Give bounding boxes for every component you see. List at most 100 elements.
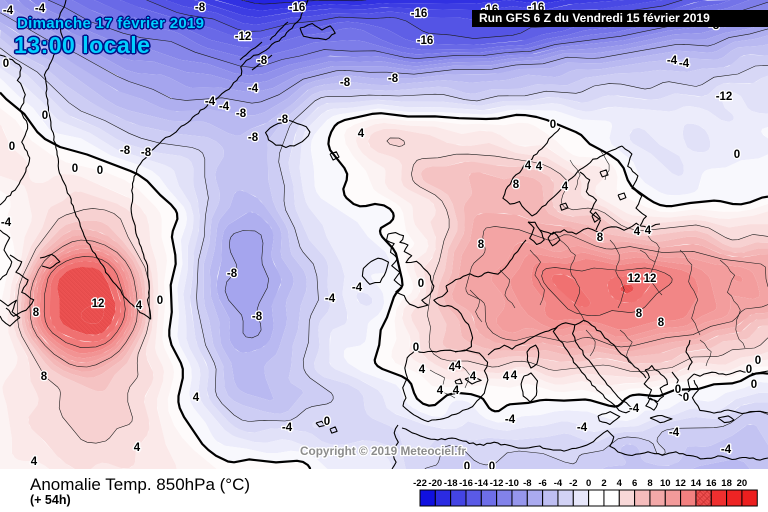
svg-text:8: 8 [41,371,48,383]
svg-text:-4: -4 [669,427,680,439]
svg-text:8: 8 [647,478,652,489]
svg-text:8: 8 [636,308,643,320]
svg-text:-14: -14 [474,478,488,489]
svg-text:12: 12 [675,478,686,489]
svg-text:-4: -4 [205,96,216,108]
svg-text:-4: -4 [505,414,516,426]
svg-text:0: 0 [751,379,757,391]
svg-text:0: 0 [3,58,9,70]
svg-text:10: 10 [660,478,671,489]
svg-text:8: 8 [658,317,665,329]
svg-text:0: 0 [324,416,330,428]
svg-text:0: 0 [9,141,15,153]
svg-text:-8: -8 [388,73,399,85]
svg-text:-8: -8 [227,268,238,280]
svg-text:-8: -8 [278,114,289,126]
svg-text:12: 12 [644,273,657,285]
svg-text:0: 0 [746,364,752,376]
svg-text:-8: -8 [195,2,206,14]
svg-text:Copyright © 2019 Meteociel.fr: Copyright © 2019 Meteociel.fr [300,444,466,458]
svg-text:4: 4 [470,371,477,383]
svg-text:4: 4 [419,364,426,376]
svg-text:0: 0 [157,295,163,307]
svg-text:4: 4 [136,300,143,312]
svg-text:0: 0 [734,149,740,161]
svg-text:-4: -4 [325,293,336,305]
svg-text:-16: -16 [411,8,428,20]
svg-text:0: 0 [675,384,681,396]
svg-text:4: 4 [536,161,543,173]
svg-text:-16: -16 [417,35,434,47]
svg-text:-16: -16 [289,2,306,14]
svg-text:4: 4 [562,181,569,193]
svg-text:-16: -16 [459,478,473,489]
svg-text:-8: -8 [523,478,531,489]
svg-text:4: 4 [617,478,623,489]
svg-text:-4: -4 [721,444,732,456]
svg-text:12: 12 [92,298,105,310]
svg-text:-4: -4 [679,58,690,70]
svg-text:4: 4 [453,385,460,397]
svg-text:-4: -4 [219,101,230,113]
svg-text:-8: -8 [236,108,247,120]
svg-text:-12: -12 [490,478,504,489]
svg-text:4: 4 [193,392,200,404]
svg-text:0: 0 [550,119,556,131]
svg-text:2: 2 [601,478,606,489]
svg-text:-4: -4 [554,478,563,489]
svg-text:-4: -4 [577,422,588,434]
svg-text:-4: -4 [282,422,293,434]
svg-text:4: 4 [437,385,444,397]
svg-text:-12: -12 [716,91,733,103]
svg-text:20: 20 [737,478,748,489]
svg-text:4: 4 [449,362,456,374]
svg-text:-12: -12 [235,31,252,43]
svg-text:12: 12 [628,273,641,285]
svg-text:-18: -18 [444,478,458,489]
svg-text:-10: -10 [505,478,519,489]
svg-text:4: 4 [511,370,518,382]
svg-text:-8: -8 [252,311,263,323]
svg-text:0: 0 [97,165,103,177]
svg-text:16: 16 [706,478,717,489]
svg-text:4: 4 [358,128,365,140]
svg-text:14: 14 [691,478,702,489]
svg-text:-8: -8 [257,55,268,67]
svg-text:0: 0 [489,461,495,473]
svg-text:8: 8 [597,232,604,244]
svg-text:0: 0 [586,478,591,489]
svg-text:-8: -8 [340,77,351,89]
svg-text:0: 0 [413,342,419,354]
svg-text:4: 4 [525,160,532,172]
svg-text:6: 6 [632,478,637,489]
svg-text:-4: -4 [352,282,363,294]
svg-text:-4: -4 [248,83,259,95]
svg-text:4: 4 [455,360,462,372]
svg-text:-6: -6 [538,478,546,489]
svg-text:4: 4 [634,226,641,238]
svg-text:-4: -4 [3,5,14,17]
svg-text:-4: -4 [629,403,640,415]
svg-text:0: 0 [683,392,689,404]
svg-text:0: 0 [72,163,78,175]
svg-text:8: 8 [513,179,520,191]
svg-text:-8: -8 [248,132,259,144]
svg-text:0: 0 [464,461,470,473]
svg-text:-8: -8 [120,145,131,157]
svg-text:0: 0 [418,278,424,290]
svg-text:18: 18 [721,478,732,489]
svg-text:-2: -2 [569,478,577,489]
svg-text:0: 0 [755,355,761,367]
svg-text:-8: -8 [141,147,152,159]
svg-text:-20: -20 [428,478,442,489]
svg-text:4: 4 [134,442,141,454]
svg-text:8: 8 [33,307,40,319]
svg-text:-4: -4 [667,55,678,67]
svg-text:4: 4 [645,225,652,237]
svg-text:8: 8 [478,239,485,251]
svg-text:-4: -4 [1,217,12,229]
svg-text:0: 0 [42,110,48,122]
svg-text:-22: -22 [413,478,427,489]
svg-text:4: 4 [31,456,38,468]
svg-text:4: 4 [503,371,510,383]
